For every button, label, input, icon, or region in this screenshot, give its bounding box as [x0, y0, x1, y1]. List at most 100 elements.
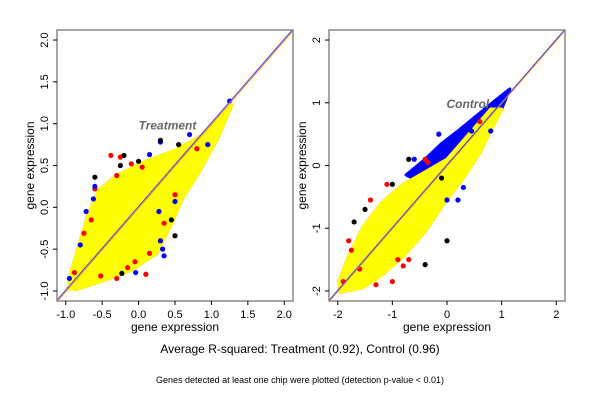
x-tick-label: 1.5	[240, 309, 255, 321]
point-blue	[66, 275, 72, 282]
reference-line-blue	[57, 30, 293, 301]
reference-line-orange	[329, 30, 565, 301]
plot-annotation: Control	[446, 97, 489, 111]
y-tick-label: 1.5	[39, 74, 51, 89]
point-yellow	[157, 137, 164, 144]
point-blue	[436, 131, 442, 137]
point-red	[143, 271, 149, 277]
point-red	[172, 192, 178, 198]
point-red	[128, 161, 134, 167]
point-blue	[146, 152, 153, 158]
point-blue	[133, 269, 139, 276]
point-red	[161, 220, 167, 226]
point-blue	[161, 253, 167, 259]
point-red	[108, 152, 114, 159]
point-red	[373, 282, 379, 288]
y-tick-label: -2	[311, 286, 323, 296]
y-tick-label: 2.0	[39, 32, 51, 47]
x-tick-label: 1	[499, 309, 505, 321]
reference-line-blue	[329, 30, 565, 301]
y-axis-label: gene expression	[295, 121, 309, 209]
point-yellow	[444, 238, 450, 244]
point-yellow	[121, 152, 127, 159]
x-tick-label: -2	[333, 309, 343, 321]
point-red	[406, 256, 412, 263]
y-tick-label: -0.5	[39, 240, 51, 259]
point-red	[194, 146, 200, 152]
point-blue	[77, 242, 83, 248]
point-red	[98, 273, 104, 279]
x-tick-label: 0	[444, 309, 450, 321]
point-red	[348, 247, 354, 253]
point-red	[146, 250, 153, 256]
x-tick-label: 2	[553, 309, 559, 321]
plot-control: -2 -1 0 1 2 -2 -1 0 1 2 gene expression gene expres…	[295, 29, 566, 334]
point-red	[114, 172, 120, 179]
point-blue	[160, 246, 166, 252]
point-yellow	[92, 174, 98, 180]
y-tick-label: 1	[311, 100, 323, 106]
point-yellow	[362, 206, 368, 213]
plot-treatment: -1.0 -0.5 0.0 0.5 1.0 1.5 2.0 -1.0 -0.5 0.0 0.5 1.0…	[23, 29, 294, 334]
x-axis-label: gene expression	[403, 320, 491, 334]
point-red	[132, 259, 138, 265]
point-yellow	[422, 262, 428, 268]
y-tick-label: 2	[311, 37, 323, 43]
point-blue	[92, 183, 98, 190]
point-yellow	[168, 217, 174, 223]
footnote: Genes detected at least one chip were pl…	[156, 375, 444, 385]
point-red	[88, 217, 94, 223]
point-yellow	[438, 175, 445, 181]
point-blue	[90, 196, 97, 202]
y-tick-label: -1	[311, 223, 323, 233]
y-tick-label: 1.0	[39, 116, 51, 131]
point-red	[384, 181, 390, 187]
plot-area	[57, 30, 293, 301]
y-tick-label: 0.0	[39, 200, 51, 215]
point-red	[125, 264, 131, 271]
dense-point-cloud-core	[66, 103, 234, 291]
point-blue	[488, 128, 494, 134]
dense-point-cloud-core	[337, 107, 504, 294]
y-tick-label: 0.5	[39, 158, 51, 173]
point-yellow	[389, 181, 395, 187]
x-tick-label: 0.0	[131, 309, 146, 321]
point-red	[425, 159, 431, 165]
x-tick-label: -1.0	[56, 309, 75, 321]
reference-line-orange	[57, 30, 293, 301]
point-red	[71, 269, 78, 276]
point-red	[367, 197, 374, 203]
point-blue	[205, 141, 211, 148]
point-yellow	[176, 141, 182, 148]
point-blue	[83, 208, 89, 215]
y-tick-label: -1.0	[39, 281, 51, 300]
plot-annotation: Treatment	[139, 118, 198, 132]
x-axis-label: gene expression	[131, 320, 219, 334]
point-blue	[186, 131, 193, 138]
point-yellow	[351, 219, 357, 225]
point-red	[139, 164, 145, 170]
point-yellow	[406, 156, 412, 162]
point-red	[114, 275, 120, 282]
point-blue	[156, 208, 162, 215]
point-blue	[411, 156, 417, 162]
point-yellow	[117, 162, 123, 169]
y-tick-label: 0	[311, 162, 323, 168]
x-tick-label: 0.5	[167, 309, 182, 321]
point-yellow	[172, 233, 178, 239]
point-blue	[460, 184, 466, 191]
point-red	[477, 118, 483, 125]
x-tick-label: -0.5	[93, 309, 112, 321]
x-tick-label: 1.0	[204, 309, 219, 321]
point-blue	[468, 128, 475, 134]
point-red	[400, 263, 406, 269]
point-red	[346, 238, 352, 244]
point-red	[389, 278, 395, 285]
point-blue	[172, 198, 178, 205]
point-yellow	[119, 270, 125, 276]
plot-area	[329, 30, 565, 301]
r-squared-caption: Average R-squared: Treatment (0.92), Con…	[160, 342, 440, 356]
point-blue	[157, 238, 164, 244]
